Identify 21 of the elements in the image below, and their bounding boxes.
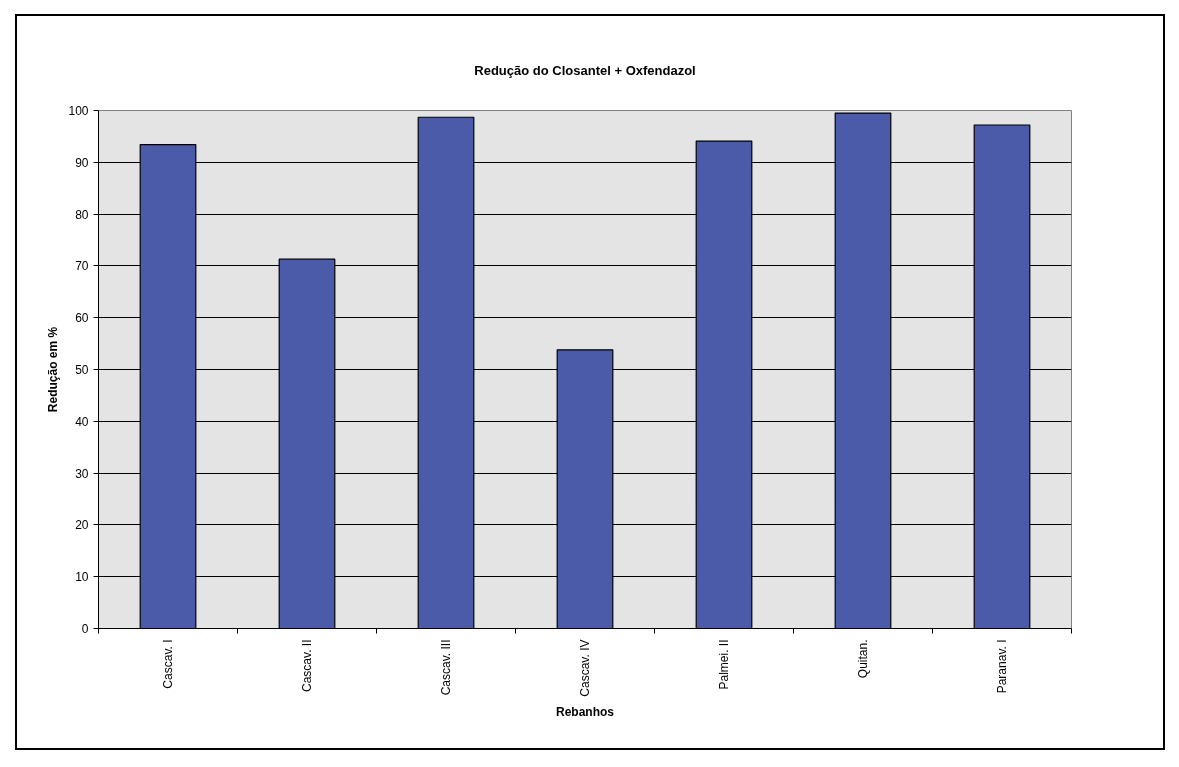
y-tick-label: 80 xyxy=(75,207,89,222)
x-axis-title: Rebanhos xyxy=(556,704,615,719)
y-tick-label: 70 xyxy=(75,259,89,274)
x-tick-label: Cascav. IV xyxy=(578,639,592,697)
y-tick-label: 20 xyxy=(75,518,89,533)
y-axis-title: Redução em % xyxy=(46,326,61,413)
x-tick-label: Quitan. xyxy=(856,639,870,679)
y-tick-label: 40 xyxy=(75,414,89,429)
x-tick-label: Cascav. III xyxy=(439,639,453,696)
chart-title: Redução do Closantel + Oxfendazol xyxy=(474,62,696,78)
y-tick-label: 0 xyxy=(81,622,89,636)
y-tick-label: 30 xyxy=(75,466,89,481)
y-tick-label: 90 xyxy=(75,155,89,170)
y-tick-label: 10 xyxy=(75,570,89,585)
x-tick-label: Cascav. I xyxy=(161,639,175,689)
y-tick-label: 50 xyxy=(75,363,89,377)
x-tick-label: Palmei. II xyxy=(717,639,731,690)
y-tick-label: 100 xyxy=(68,104,89,118)
x-tick-label: Cascav. II xyxy=(300,639,314,692)
x-tick-label: Paranav. I xyxy=(995,639,1009,694)
y-tick-label: 60 xyxy=(75,311,89,326)
